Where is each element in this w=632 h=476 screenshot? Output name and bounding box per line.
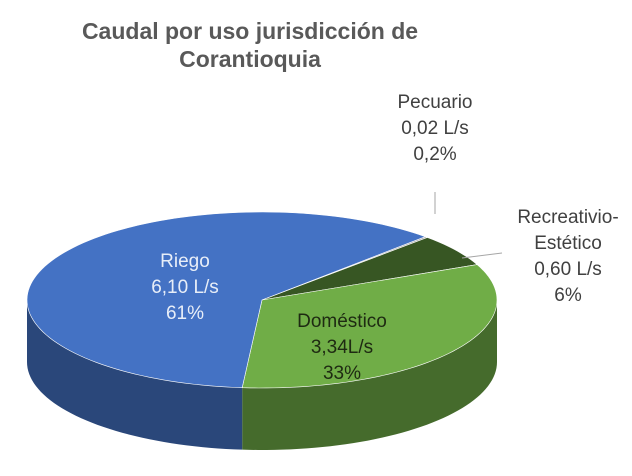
pie-slice [241,264,498,389]
data-label-category: Doméstico [297,311,387,332]
chart-title: Corantioquia [179,46,321,72]
data-label-flow: 0,60 L/s [534,259,602,280]
data-label-flow: 3,34L/s [311,337,373,358]
data-label-category: Riego [160,251,210,272]
pie-side [27,300,243,450]
pie-side [242,300,497,450]
data-label-percent: 33% [323,363,361,384]
data-label-percent: 61% [166,303,204,324]
data-label-category: Recreativio-Estético [517,207,618,254]
data-label-flow: 0,02 L/s [401,118,469,139]
pie-slice [26,211,427,388]
data-label-percent: 0,2% [413,144,456,165]
chart-title: Caudal por uso jurisdicción de [82,18,418,44]
data-label-flow: 6,10 L/s [151,277,219,298]
pie-slice [261,237,478,301]
data-label-percent: 6% [554,285,582,306]
leader-line [461,252,503,259]
data-label-category: Pecuario [398,92,473,113]
